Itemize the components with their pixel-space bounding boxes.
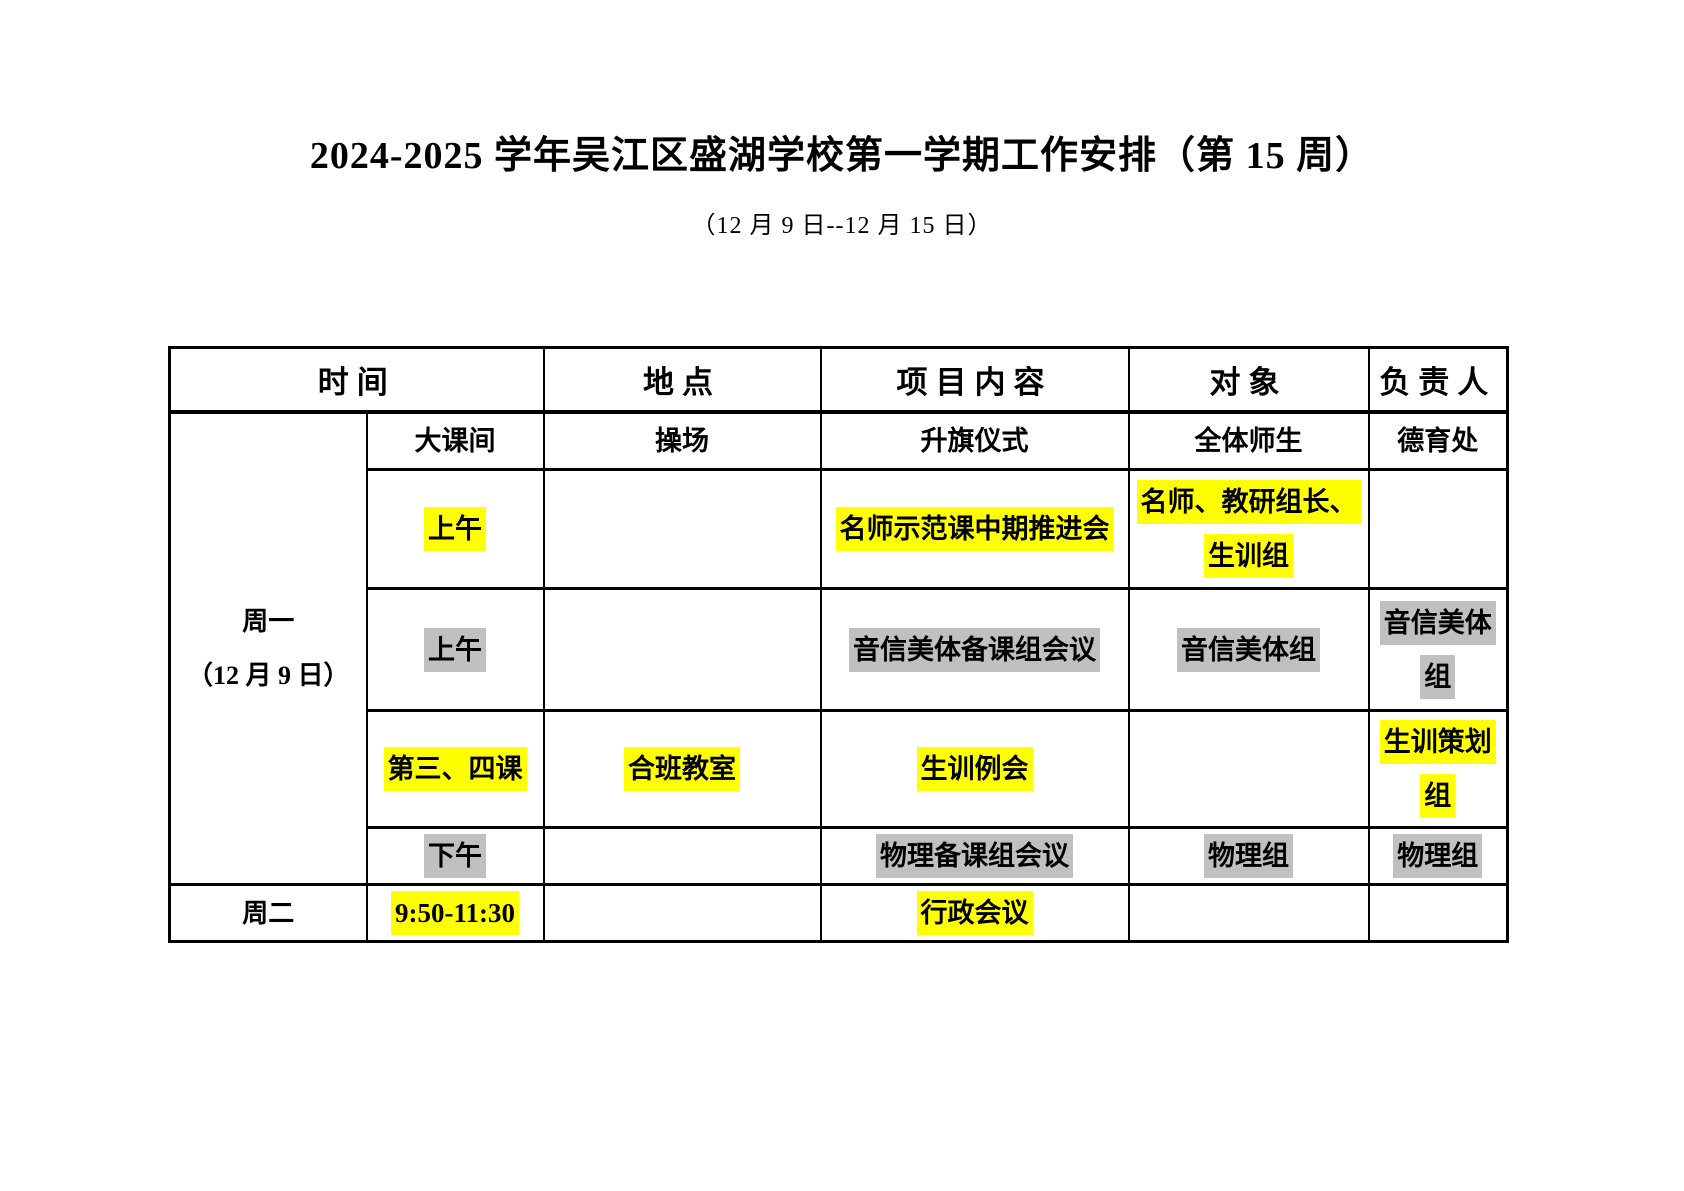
document-subtitle: （12 月 9 日--12 月 15 日） [691, 213, 993, 240]
cell-location [542, 883, 822, 944]
table-row: 周二 9:50-11:30 行政会议 [168, 883, 1509, 944]
cell-text: 全体师生 [1194, 426, 1303, 457]
cell-audience [1127, 709, 1370, 830]
cell-time: 9:50-11:30 [365, 883, 545, 944]
col-header-content: 项目内容 [819, 346, 1130, 414]
cell-content: 音信美体备课组会议 [819, 587, 1130, 713]
day-cell-monday: 周一 （12 月 9 日） [168, 410, 368, 887]
table-row: 下午 物理备课组会议 物理组 物理组 [170, 826, 1509, 887]
cell-text: 大课间 [414, 426, 496, 457]
cell-text: 物理组 [1393, 834, 1483, 879]
cell-time: 下午 [365, 826, 545, 887]
day-cell-tuesday: 周二 [168, 883, 368, 944]
document-title: 2024-2025 学年吴江区盛湖学校第一学期工作安排（第 15 周） [309, 135, 1375, 177]
header-row: 时间 地点 项目内容 对象 负责人 [168, 346, 1509, 414]
col-header-incharge: 负责人 [1367, 346, 1509, 414]
cell-text: 上午 [424, 507, 486, 552]
cell-content: 生训例会 [819, 709, 1130, 830]
cell-text: 升旗仪式 [920, 426, 1029, 457]
cell-audience: 全体师生 [1127, 410, 1370, 472]
cell-text: 名师示范课中期推进会 [835, 507, 1114, 552]
cell-text: 音信美体 组 [1379, 600, 1496, 699]
cell-time: 上午 [365, 468, 545, 591]
cell-text [678, 834, 686, 878]
cell-incharge: 德育处 [1367, 410, 1509, 472]
cell-text [678, 507, 686, 551]
cell-text [678, 891, 686, 935]
day-label: 周一 （12 月 9 日） [186, 607, 350, 690]
cell-incharge: 音信美体 组 [1367, 587, 1509, 713]
cell-text: 生训策划 组 [1379, 720, 1496, 819]
cell-location: 合班教室 [542, 709, 822, 830]
col-header-location: 地点 [542, 346, 822, 414]
cell-content: 升旗仪式 [819, 410, 1130, 472]
cell-content: 物理备课组会议 [819, 826, 1130, 887]
table-row: 第三、四课 合班教室 生训例会 生训策划 组 [170, 709, 1509, 830]
cell-audience [1127, 883, 1370, 944]
cell-audience: 音信美体组 [1127, 587, 1370, 713]
cell-incharge: 生训策划 组 [1367, 709, 1509, 830]
cell-location [542, 468, 822, 591]
cell-audience: 物理组 [1127, 826, 1370, 887]
cell-time: 上午 [365, 587, 545, 713]
cell-text: 第三、四课 [383, 747, 527, 792]
cell-time: 第三、四课 [365, 709, 545, 830]
table-row: 上午 名师示范课中期推进会 名师、教研组长、 生训组 [170, 468, 1509, 591]
cell-incharge: 物理组 [1367, 826, 1509, 887]
cell-text: 物理组 [1204, 834, 1293, 879]
cell-text: 合班教室 [624, 747, 740, 792]
cell-text: 上午 [424, 627, 486, 672]
table-row: 上午 音信美体备课组会议 音信美体组 音信美体 组 [170, 587, 1509, 713]
table-row: 周一 （12 月 9 日） 大课间 操场 升旗仪式 全体师生 德育处 [168, 410, 1509, 887]
cell-text: 音信美体组 [1177, 627, 1320, 672]
cell-text: 9:50-11:30 [391, 891, 519, 936]
cell-content: 名师示范课中期推进会 [819, 468, 1130, 591]
cell-text [1434, 507, 1442, 551]
cell-text: 生训例会 [916, 747, 1033, 792]
cell-text: 德育处 [1397, 426, 1479, 457]
cell-incharge [1367, 883, 1509, 944]
cell-text: 行政会议 [916, 891, 1033, 936]
cell-text [1245, 891, 1253, 935]
col-header-time: 时间 [168, 346, 545, 414]
cell-text: 下午 [424, 834, 486, 879]
day-label: 周二 [242, 898, 295, 928]
cell-text: 物理备课组会议 [876, 834, 1073, 879]
cell-text [1434, 891, 1442, 935]
cell-text: 音信美体备课组会议 [849, 627, 1100, 672]
cell-audience: 名师、教研组长、 生训组 [1127, 468, 1370, 591]
cell-text [678, 628, 686, 672]
cell-text: 名师、教研组长、 生训组 [1136, 480, 1361, 579]
cell-text: 操场 [655, 426, 709, 457]
schedule-table: 时间 地点 项目内容 对象 负责人 周一 （12 月 9 日） 大课间 操场 升… [168, 346, 1509, 944]
cell-incharge [1367, 468, 1509, 591]
cell-location [542, 826, 822, 887]
cell-text [1245, 747, 1253, 791]
col-header-audience: 对象 [1127, 346, 1370, 414]
cell-time: 大课间 [365, 410, 545, 472]
cell-content: 行政会议 [819, 883, 1130, 944]
cell-location [542, 587, 822, 713]
cell-location: 操场 [542, 410, 822, 472]
